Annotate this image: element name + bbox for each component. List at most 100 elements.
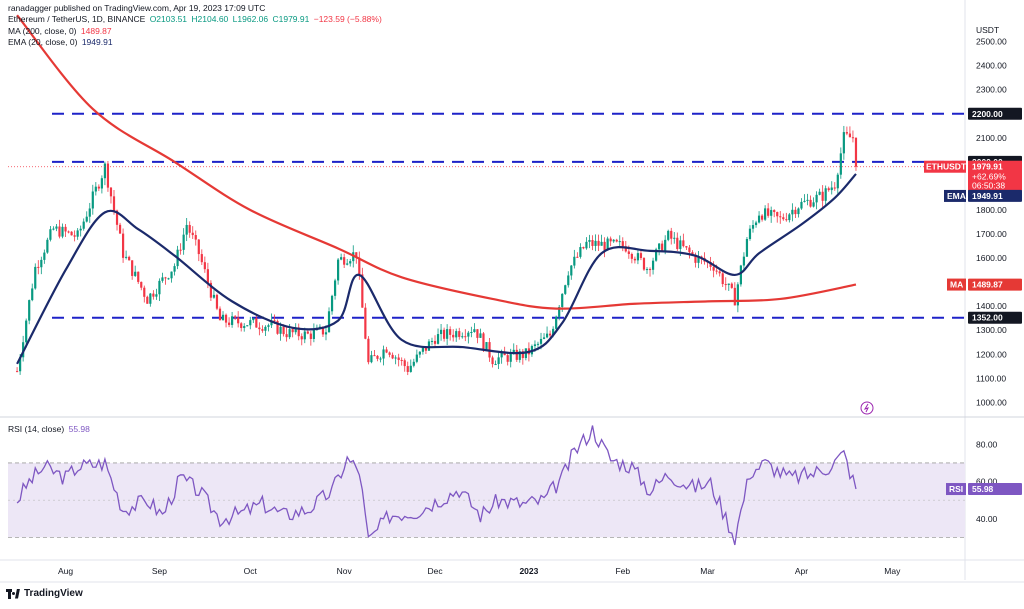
candle-body [164, 277, 167, 279]
time-tick-label: Dec [427, 566, 443, 576]
candle-body [270, 320, 273, 326]
candle-body [291, 329, 294, 333]
candle-body [788, 214, 791, 221]
candle-body [361, 274, 364, 308]
candle-body [246, 325, 249, 327]
candle-body [215, 294, 219, 309]
candle-body [567, 275, 570, 286]
candle-body [794, 209, 797, 215]
candle-body [70, 231, 73, 236]
candle-body [300, 336, 303, 340]
ema-price-badge-bg [968, 189, 1022, 202]
candle-body [757, 215, 761, 223]
rsi-tag-text: RSI [949, 484, 963, 494]
ma-legend[interactable]: MA (200, close, 0) 1489.87 [8, 26, 114, 37]
candle-body [536, 343, 540, 345]
candle-body [309, 333, 312, 339]
candle-body [506, 355, 509, 362]
candle-body [182, 234, 185, 250]
candle-body [776, 212, 779, 217]
candle-body [661, 243, 664, 252]
candle-body [224, 314, 228, 323]
ethusdt-price-badge-bg [968, 160, 1022, 192]
candle-body [542, 337, 546, 339]
candle-body [848, 133, 852, 138]
candle-body [697, 256, 700, 263]
candle-body [100, 178, 103, 189]
tradingview-logo[interactable]: TradingView [6, 588, 83, 599]
candle-body [158, 280, 161, 295]
rsi-legend[interactable]: RSI (14, close) 55.98 [8, 424, 92, 435]
lightning-icon [860, 401, 874, 415]
candle-body [779, 216, 782, 218]
candle-body [134, 271, 137, 276]
candle-body [449, 329, 452, 335]
candle-body [221, 314, 225, 321]
candle-body [585, 241, 588, 249]
candle-body [140, 281, 143, 288]
candle-body [112, 196, 116, 211]
candle-body [791, 209, 794, 215]
candle-body [373, 355, 376, 357]
candle-body [179, 249, 182, 251]
candle-body [812, 202, 815, 207]
candle-body [61, 226, 64, 237]
level-1352-badge-bg [968, 311, 1022, 324]
time-tick-label: Feb [615, 566, 630, 576]
ma-price-badge-text: 1489.87 [972, 280, 1003, 290]
ema-legend[interactable]: EMA (20, close, 0) 1949.91 [8, 37, 115, 48]
candle-body [721, 273, 724, 285]
candle-body [394, 357, 397, 359]
candle-body [664, 239, 667, 252]
candle-body [321, 326, 325, 335]
candle-body [306, 331, 309, 334]
candle-body [79, 228, 82, 231]
rsi-legend-label: RSI (14, close) [8, 424, 65, 434]
price-tick-label: 1400.00 [976, 301, 1007, 311]
candle-body [379, 358, 382, 360]
candle-body [303, 331, 306, 340]
candle-body [231, 316, 234, 325]
candle-body [639, 253, 643, 259]
price-tick-label: 1700.00 [976, 229, 1007, 239]
candle-body [827, 188, 830, 191]
candle-body [25, 320, 28, 343]
candle-body [548, 333, 552, 336]
time-tick-label: May [884, 566, 901, 576]
candle-body [573, 256, 576, 266]
candle-body [467, 332, 470, 337]
candle-body [470, 332, 473, 334]
candle-body [109, 187, 113, 197]
candle-body [854, 137, 858, 167]
price-tick-label: 1100.00 [976, 373, 1006, 383]
candle-body [630, 253, 633, 259]
candle-body [688, 247, 691, 253]
candle-body [673, 237, 676, 239]
candle-body [121, 233, 125, 258]
candle-body [821, 191, 824, 201]
candle-body [545, 333, 549, 338]
candle-body [418, 351, 421, 355]
candle-body [237, 317, 240, 324]
candle-body [618, 241, 621, 243]
ema-price-badge-text: 1949.91 [972, 191, 1003, 201]
candle-body [691, 252, 694, 255]
ethusdt-timer-text: 06:50:38 [972, 181, 1005, 191]
candle-body [739, 265, 742, 285]
candle-body [745, 239, 749, 257]
candle-body [782, 217, 785, 220]
candle-body [170, 271, 173, 279]
ema-tag-bg [944, 189, 966, 202]
candle-body [55, 226, 58, 229]
candle-body [370, 355, 373, 363]
candle-body [533, 344, 537, 347]
ema-legend-label: EMA (20, close, 0) [8, 37, 78, 47]
candle-body [85, 216, 88, 222]
candle-body [785, 219, 788, 221]
tradingview-logo-text: TradingView [24, 588, 83, 599]
candle-body [227, 322, 231, 325]
time-tick-label: Nov [337, 566, 353, 576]
candle-body [485, 342, 488, 350]
ohlc-high: H2104.60 [191, 14, 229, 24]
